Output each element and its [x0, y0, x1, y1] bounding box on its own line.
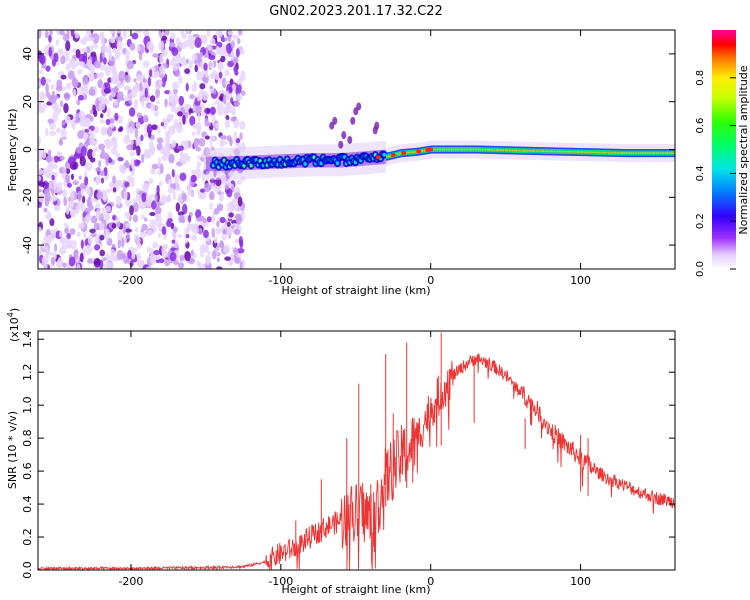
y-tick-label: 40 [21, 47, 34, 61]
streak-blob [338, 140, 344, 149]
line-xlabel: Height of straight line (km) [281, 583, 430, 596]
streak-blob [372, 126, 378, 135]
hot-spot [428, 147, 434, 152]
y-tick-label: 0.2 [21, 528, 34, 546]
y-tick-label: 1.2 [21, 363, 34, 381]
spectrogram-heatmap [38, 30, 675, 269]
x-tick-label: -200 [118, 575, 143, 588]
line-frame [37, 330, 676, 571]
colorbar-tick-label: 0.2 [695, 213, 706, 229]
ridge-line [209, 102, 675, 171]
y-tick-label: 0.8 [21, 429, 34, 447]
snr-series-line [38, 352, 675, 570]
scale-factor-close: ) [8, 308, 21, 312]
streak-blob [341, 131, 347, 140]
x-tick-label: 100 [570, 274, 591, 287]
heatmap-ylabel: Frequency (Hz) [6, 109, 19, 192]
y-tick-label: 20 [21, 95, 34, 109]
scale-factor-base: (x10 [8, 317, 21, 342]
colorbar-tick-label: 0.0 [695, 261, 706, 277]
x-tick-label: 100 [570, 575, 591, 588]
y-tick-label: 0.4 [21, 495, 34, 513]
y-tick-label: 0 [21, 146, 34, 153]
streak-blob [347, 135, 353, 144]
y-tick-label: 0.0 [21, 561, 34, 579]
streak-blob [329, 121, 335, 130]
y-tick-label: 0.6 [21, 462, 34, 480]
streak-blob [350, 116, 356, 125]
streak-blob [353, 107, 359, 116]
y-tick-label: -20 [21, 188, 34, 206]
colorbar [712, 30, 736, 269]
colorbar-tick-label: 0.4 [695, 165, 706, 181]
x-tick-label: -200 [118, 274, 143, 287]
line-axes: -200 -100 0 100 0.0 0.2 0.4 0.6 0.8 1.0 1.2 1.4 [21, 330, 675, 588]
hot-spot [401, 150, 407, 155]
page-title: GN02.2023.201.17.32.C22 [269, 4, 443, 19]
scale-factor: (x104) [6, 308, 21, 342]
heatmap-xlabel: Height of straight line (km) [281, 284, 430, 297]
x-tick-label: -100 [268, 274, 293, 287]
hot-spot [375, 155, 381, 160]
colorbar-axes: 0.0 0.2 0.4 0.6 0.8 [695, 70, 736, 277]
snr-line-plot [38, 332, 675, 570]
svg-text:(x104): (x104) [6, 308, 21, 342]
hot-spot [390, 152, 396, 157]
noise-region [38, 30, 246, 269]
hot-spot [416, 149, 422, 154]
y-tick-label: 1.0 [21, 396, 34, 414]
y-tick-label: -40 [21, 236, 34, 254]
line-ylabel: SNR (10 * v/v) [6, 411, 19, 489]
x-tick-label: 0 [427, 575, 434, 588]
colorbar-tick-label: 0.8 [695, 70, 706, 86]
x-tick-label: 0 [427, 274, 434, 287]
scale-factor-exp: 4 [6, 312, 15, 317]
colorbar-tick-label: 0.6 [695, 118, 706, 134]
y-tick-label: 1.4 [21, 330, 34, 348]
x-tick-label: -100 [268, 575, 293, 588]
colorbar-label: Normalized spectral amplitude [737, 65, 750, 234]
